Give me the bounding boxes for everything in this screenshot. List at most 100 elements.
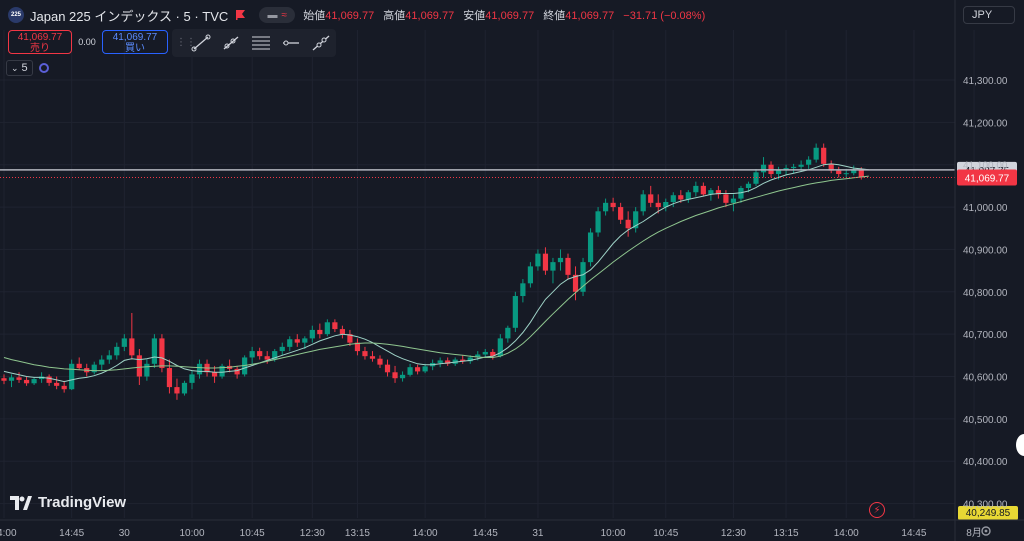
time-axis: 14:00 14:45 30 10:00 10:45 12:30 13:15 14:00 14:… — [0, 519, 1024, 539]
tradingview-logo[interactable]: TradingView — [10, 494, 126, 511]
candle-body — [106, 355, 112, 360]
buy-price: 41,069.77 — [112, 32, 158, 43]
visibility-pill[interactable]: ▬ ≈ — [259, 7, 296, 23]
x-tick-label: 14:45 — [59, 528, 84, 539]
candle-body — [460, 359, 466, 362]
gear-icon[interactable] — [38, 63, 49, 73]
indicator-toggle[interactable]: ⌄ 5 — [6, 60, 33, 76]
buy-label: 買い — [125, 43, 145, 54]
last-price-label: 41,069.77 — [965, 174, 1010, 185]
candle-body — [723, 194, 729, 203]
spread-value: 0.00 — [78, 37, 96, 47]
candle-body — [415, 367, 421, 372]
bottom-price-label-bg — [958, 506, 1018, 520]
candle-body — [211, 372, 218, 377]
candle-body — [497, 338, 503, 357]
horizontal-line-icon[interactable] — [276, 31, 306, 55]
candle-body — [828, 163, 834, 171]
price-axis: 40,300.00 40,400.00 40,500.00 40,600.00 40,7… — [954, 0, 1008, 541]
sell-price: 41,069.77 — [17, 32, 63, 43]
candle-body — [392, 372, 398, 379]
candle-body — [144, 363, 150, 377]
candle-body — [219, 365, 225, 377]
candle-body — [610, 202, 616, 208]
candle-body — [783, 168, 789, 170]
candle-body — [384, 364, 391, 373]
extended-line-icon[interactable] — [306, 31, 336, 55]
y-tick-label: 41,300.00 — [963, 76, 1008, 87]
ohlc-values: 始値41,069.77 高値41,069.77 安値41,069.77 終値41… — [303, 7, 711, 23]
candle-body — [151, 338, 157, 364]
candle-body — [738, 188, 744, 199]
x-tick-label: 31 — [532, 528, 544, 539]
tv-logo-icon — [10, 495, 32, 510]
candle-body — [234, 368, 240, 375]
candle-body — [715, 190, 721, 195]
candle-body — [174, 387, 180, 394]
buy-button[interactable]: 41,069.77 買い — [102, 30, 168, 54]
candle-body — [99, 359, 105, 365]
currency-select[interactable]: JPY — [963, 6, 1015, 24]
close-label: 終値 — [543, 10, 566, 22]
symbol-title[interactable]: Japan 225 インデックス · 5 · TVC — [30, 8, 229, 24]
candle-body — [354, 342, 361, 352]
candle-body — [821, 147, 827, 164]
candle-body — [603, 202, 609, 212]
trend-line-icon[interactable] — [186, 31, 216, 55]
candle-body — [279, 346, 285, 352]
candle-body — [69, 363, 75, 390]
side-handle[interactable] — [1016, 434, 1024, 456]
candle-body — [760, 164, 767, 173]
y-tick-label: 40,600.00 — [963, 373, 1008, 384]
symbol-header: 225 Japan 225 インデックス · 5 · TVC ▬ ≈ 始値41,… — [0, 0, 958, 30]
drag-handle-icon[interactable]: ⋮⋮ — [176, 37, 196, 48]
approx-icon: ≈ — [281, 9, 288, 21]
bottom-price-label: 40,249.85 — [966, 508, 1011, 519]
candle-body — [287, 339, 293, 347]
candle-body — [129, 338, 135, 356]
candle-body — [437, 360, 443, 363]
candle-body — [114, 346, 120, 356]
candle-body — [422, 366, 428, 372]
flag-icon[interactable] — [236, 10, 246, 20]
settings-gear-icon[interactable] — [980, 525, 992, 537]
candle-body — [91, 364, 97, 373]
candles — [1, 143, 864, 400]
candle-body — [136, 355, 142, 377]
drawing-toolbar: ⋮⋮ — [172, 29, 336, 57]
candle-body — [121, 338, 127, 347]
x-tick-label: 30 — [119, 528, 131, 539]
candle-body — [159, 338, 165, 369]
x-tick-label: 12:30 — [721, 528, 746, 539]
candle-body — [8, 377, 15, 381]
candle-body — [317, 329, 323, 335]
ray-line-icon[interactable] — [216, 31, 246, 55]
high-value: 41,069.77 — [405, 10, 455, 22]
candle-body — [813, 147, 819, 160]
fib-lines-icon[interactable] — [246, 31, 276, 55]
candle-body — [745, 183, 752, 189]
candle-body — [54, 382, 60, 386]
y-tick-label: 40,900.00 — [963, 245, 1008, 256]
lightning-icon[interactable]: ⚡ — [869, 502, 885, 518]
candle-body — [264, 356, 270, 360]
candle-body — [272, 351, 278, 360]
sell-button[interactable]: 41,069.77 売り — [8, 30, 72, 54]
last-price-label-bg — [957, 169, 1017, 186]
candle-body — [836, 170, 842, 175]
candle-body — [482, 351, 488, 355]
candle-body — [166, 368, 173, 388]
x-tick-label: 10:45 — [653, 528, 678, 539]
indicator-count: 5 — [21, 62, 28, 74]
candle-body — [640, 194, 646, 212]
x-tick-label: 10:00 — [601, 528, 626, 539]
candle-body — [678, 195, 684, 200]
candle-body — [806, 159, 812, 165]
x-tick-label: 10:45 — [240, 528, 265, 539]
low-label: 安値 — [463, 10, 486, 22]
candle-body — [775, 169, 782, 175]
x-tick-label: 8月 — [966, 527, 982, 539]
candle-body — [196, 363, 203, 375]
